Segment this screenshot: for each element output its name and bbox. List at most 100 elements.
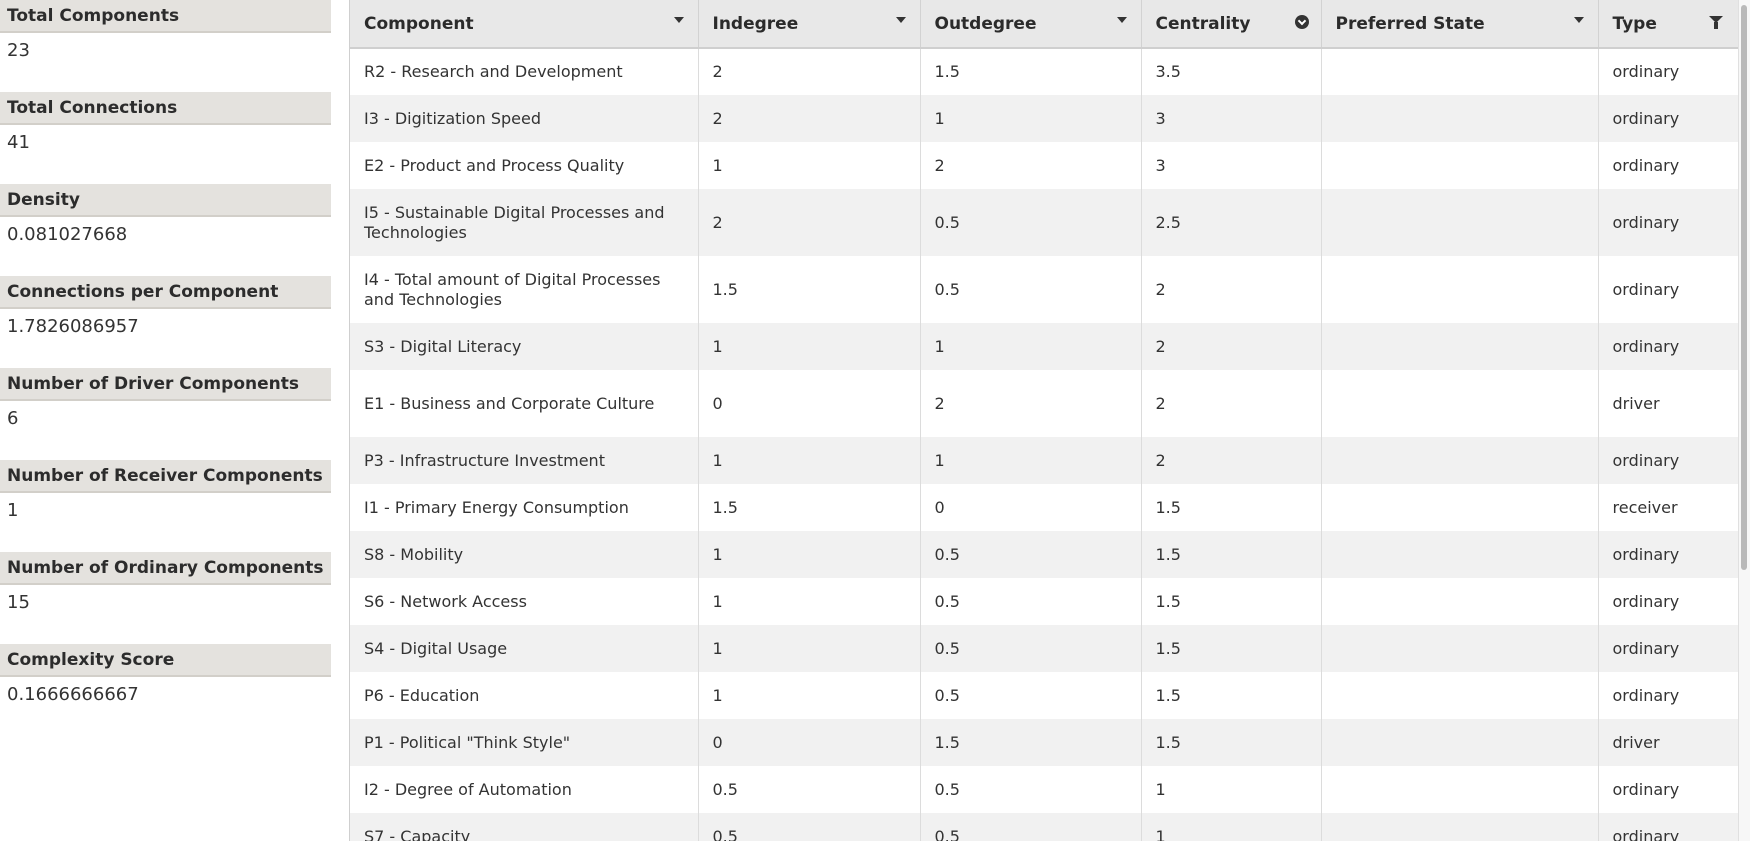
cell-component: S6 - Network Access [350,578,699,625]
table-row[interactable]: I3 - Digitization Speed 2 1 3 ordinary [350,95,1738,142]
cell-type: ordinary [1598,578,1738,625]
sort-down-icon[interactable] [1116,17,1127,23]
table-row[interactable]: I4 - Total amount of Digital Processes a… [350,256,1738,323]
cell-centrality: 1.5 [1141,484,1322,531]
cell-preferred-state [1321,813,1599,841]
table-row[interactable]: S4 - Digital Usage 1 0.5 1.5 ordinary [350,625,1738,672]
column-header-centrality[interactable]: Centrality [1141,0,1322,49]
column-header-label: Preferred State [1335,13,1485,34]
cell-component: I4 - Total amount of Digital Processes a… [350,256,699,323]
table-row[interactable]: S8 - Mobility 1 0.5 1.5 ordinary [350,531,1738,578]
cell-indegree: 0 [698,719,921,766]
table-row[interactable]: I1 - Primary Energy Consumption 1.5 0 1.5 re… [350,484,1738,531]
cell-component: R2 - Research and Development [350,48,699,95]
table-row[interactable]: P1 - Political "Think Style" 0 1.5 1.5 drive… [350,719,1738,766]
cell-preferred-state [1321,531,1599,578]
sort-active-chevron-circle-icon[interactable] [1294,15,1309,29]
cell-component: S7 - Capacity [350,813,699,841]
stat-label: Total Connections [0,92,331,125]
cell-component: I1 - Primary Energy Consumption [350,484,699,531]
cell-centrality: 1.5 [1141,625,1322,672]
stat-value: 15 [7,592,30,613]
table-row[interactable]: P6 - Education 1 0.5 1.5 ordinary [350,672,1738,719]
column-header-label: Centrality [1155,13,1251,34]
cell-type: ordinary [1598,323,1738,370]
stat-label: Total Components [0,0,331,33]
stat-density: Density 0.081027668 [0,184,331,276]
components-table-container: Component Indegree Outdegree Centrality [349,0,1738,841]
column-header-outdegree[interactable]: Outdegree [920,0,1142,49]
cell-outdegree: 1.5 [920,719,1142,766]
stat-label: Density [0,184,331,217]
cell-outdegree: 0.5 [920,672,1142,719]
cell-type: ordinary [1598,48,1738,95]
cell-outdegree: 0.5 [920,578,1142,625]
cell-indegree: 2 [698,189,921,256]
table-row[interactable]: E1 - Business and Corporate Culture 0 2 2 dr… [350,370,1738,437]
cell-type: driver [1598,370,1738,437]
cell-preferred-state [1321,370,1599,437]
table-row[interactable]: E2 - Product and Process Quality 1 2 3 ordin… [350,142,1738,189]
table-scrollbar[interactable] [1738,0,1750,841]
cell-indegree: 1.5 [698,256,921,323]
cell-preferred-state [1321,189,1599,256]
cell-preferred-state [1321,672,1599,719]
stat-total-connections: Total Connections 41 [0,92,331,184]
cell-centrality: 1.5 [1141,672,1322,719]
stat-value: 41 [7,132,30,153]
cell-indegree: 1 [698,578,921,625]
cell-indegree: 0.5 [698,766,921,813]
column-header-indegree[interactable]: Indegree [698,0,921,49]
cell-indegree: 1 [698,531,921,578]
cell-indegree: 0 [698,370,921,437]
cell-outdegree: 1 [920,323,1142,370]
sort-down-icon[interactable] [895,17,906,23]
table-row[interactable]: P3 - Infrastructure Investment 1 1 2 ordinar… [350,437,1738,484]
cell-indegree: 1 [698,625,921,672]
cell-component: P6 - Education [350,672,699,719]
column-header-label: Type [1612,13,1657,34]
cell-preferred-state [1321,95,1599,142]
table-row[interactable]: I5 - Sustainable Digital Processes and T… [350,189,1738,256]
column-header-label: Indegree [712,13,799,34]
column-header-label: Component [364,13,474,34]
sort-down-icon[interactable] [673,17,684,23]
cell-preferred-state [1321,484,1599,531]
cell-outdegree: 2 [920,142,1142,189]
components-table: Component Indegree Outdegree Centrality [350,0,1738,841]
table-row[interactable]: S6 - Network Access 1 0.5 1.5 ordinary [350,578,1738,625]
cell-type: ordinary [1598,437,1738,484]
cell-outdegree: 0.5 [920,813,1142,841]
cell-indegree: 0.5 [698,813,921,841]
stat-total-components: Total Components 23 [0,0,331,92]
cell-outdegree: 1 [920,437,1142,484]
stat-ordinary-components: Number of Ordinary Components 15 [0,552,331,644]
table-row[interactable]: S3 - Digital Literacy 1 1 2 ordinary [350,323,1738,370]
cell-centrality: 1.5 [1141,531,1322,578]
cell-type: ordinary [1598,256,1738,323]
cell-preferred-state [1321,719,1599,766]
table-row[interactable]: I2 - Degree of Automation 0.5 0.5 1 ordinary [350,766,1738,813]
cell-centrality: 3 [1141,95,1322,142]
table-row[interactable]: S7 - Capacity 0.5 0.5 1 ordinary [350,813,1738,841]
cell-indegree: 2 [698,95,921,142]
sort-down-icon[interactable] [1573,17,1584,23]
column-header-preferred-state[interactable]: Preferred State [1321,0,1599,49]
cell-centrality: 1 [1141,766,1322,813]
cell-type: receiver [1598,484,1738,531]
filter-icon[interactable] [1708,16,1723,29]
cell-centrality: 3.5 [1141,48,1322,95]
stat-label: Complexity Score [0,644,331,677]
table-row[interactable]: R2 - Research and Development 2 1.5 3.5 ordi… [350,48,1738,95]
column-header-label: Outdegree [934,13,1037,34]
column-header-component[interactable]: Component [350,0,699,49]
cell-type: ordinary [1598,672,1738,719]
cell-outdegree: 0 [920,484,1142,531]
scrollbar-thumb[interactable] [1741,5,1747,570]
stat-value: 23 [7,40,30,61]
column-header-type[interactable]: Type [1598,0,1738,49]
cell-preferred-state [1321,256,1599,323]
cell-centrality: 2 [1141,370,1322,437]
stat-value: 1 [7,500,19,521]
